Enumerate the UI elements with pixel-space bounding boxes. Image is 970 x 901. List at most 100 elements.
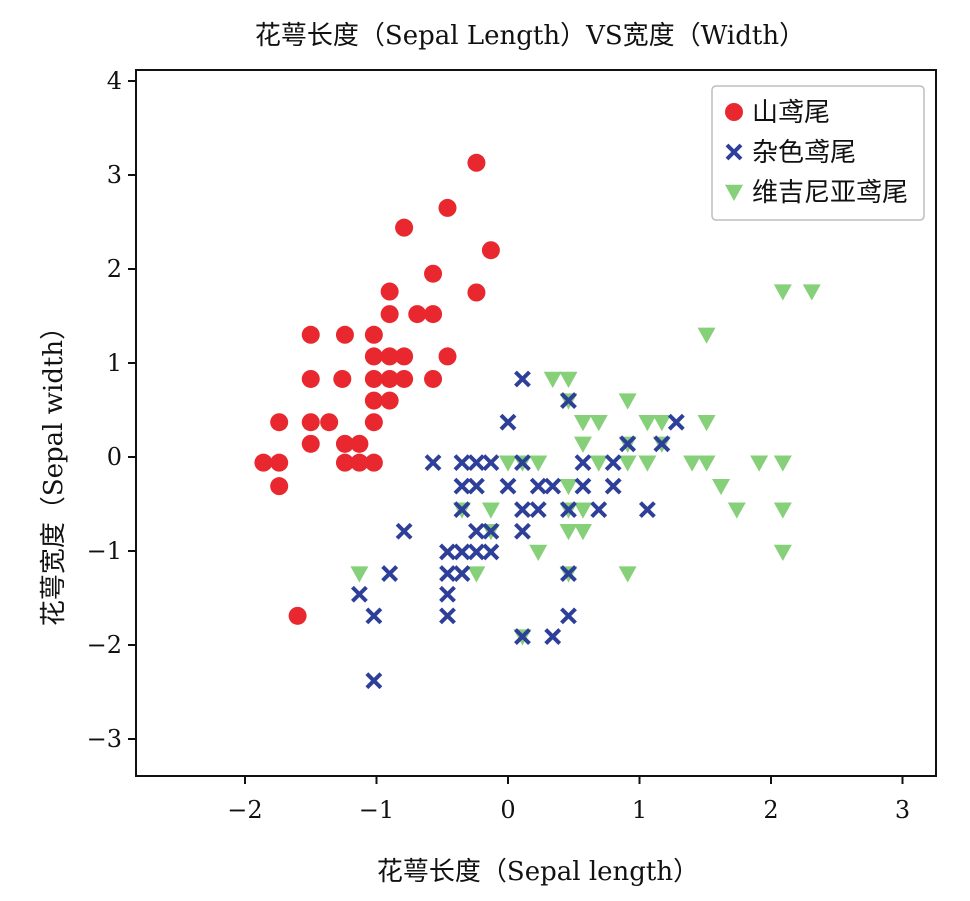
data-point — [335, 325, 354, 344]
data-point — [573, 415, 592, 432]
data-point — [364, 453, 383, 472]
data-point — [499, 413, 517, 431]
x-tick-label: 1 — [632, 796, 647, 824]
data-point — [467, 153, 486, 172]
data-point — [364, 413, 383, 432]
legend-marker — [725, 103, 743, 121]
plot-frame — [135, 69, 937, 777]
data-point — [439, 607, 456, 625]
y-tick-label: 1 — [107, 349, 122, 377]
data-point — [408, 305, 427, 324]
data-point — [301, 434, 320, 453]
y-tick-label: −2 — [87, 631, 122, 659]
data-point — [439, 585, 456, 603]
data-point — [544, 628, 562, 645]
data-point — [395, 522, 413, 540]
data-point — [424, 305, 443, 324]
legend-label: 山鸢尾 — [752, 98, 830, 128]
data-point — [618, 455, 637, 472]
data-point — [618, 566, 637, 583]
data-point — [395, 218, 414, 237]
legend-marker — [725, 184, 743, 201]
data-point — [573, 502, 592, 519]
data-point — [514, 454, 531, 472]
data-point — [697, 455, 716, 472]
legend-label: 杂色鸢尾 — [752, 138, 856, 168]
legend-label: 维吉尼亚鸢尾 — [752, 178, 908, 208]
data-point — [514, 501, 531, 519]
data-point — [335, 434, 354, 453]
data-point — [619, 435, 637, 453]
data-point — [453, 543, 471, 561]
data-point — [301, 369, 320, 388]
data-point — [333, 369, 352, 388]
data-point — [544, 477, 562, 495]
data-point — [529, 501, 547, 519]
y-tick-label: 0 — [107, 443, 122, 471]
data-point — [652, 415, 671, 432]
data-point — [288, 606, 307, 625]
x-axis-label: 花萼长度（Sepal length） — [377, 857, 699, 887]
data-point — [439, 543, 456, 561]
data-point — [589, 415, 608, 432]
data-point — [439, 565, 456, 582]
data-point — [335, 453, 354, 472]
data-point — [750, 455, 769, 472]
data-point — [254, 453, 273, 472]
legend-marker — [725, 143, 743, 161]
data-point — [559, 371, 578, 388]
data-point — [560, 565, 577, 582]
y-axis-ticks: −3 −2 −1 0 1 2 3 4 — [87, 67, 136, 753]
data-point — [574, 454, 592, 472]
data-point — [604, 477, 622, 495]
data-point — [514, 628, 531, 645]
data-point — [424, 454, 442, 472]
data-point — [453, 454, 471, 472]
y-tick-label: 2 — [107, 255, 122, 283]
data-point — [773, 284, 792, 301]
chart-title: 花萼长度（Sepal Length）VS宽度（Width） — [255, 21, 805, 51]
data-point — [514, 522, 531, 540]
data-point — [270, 453, 289, 472]
data-points — [254, 153, 821, 690]
data-point — [499, 477, 517, 495]
data-point — [573, 524, 592, 541]
x-tick-label: 3 — [895, 796, 910, 824]
data-point — [560, 607, 577, 625]
data-point — [468, 477, 485, 495]
data-point — [424, 369, 443, 388]
data-point — [482, 454, 500, 472]
data-point — [481, 502, 500, 519]
y-tick-label: 4 — [107, 67, 122, 95]
data-point — [697, 327, 716, 344]
data-point — [529, 455, 548, 472]
data-point — [453, 565, 471, 582]
data-point — [482, 543, 500, 561]
data-point — [667, 413, 685, 431]
data-point — [380, 347, 399, 366]
y-tick-label: −3 — [87, 725, 122, 753]
data-point — [773, 544, 792, 561]
data-point — [638, 501, 656, 519]
series-2 — [350, 370, 685, 690]
data-point — [350, 566, 369, 583]
data-point — [773, 455, 792, 472]
x-tick-label: 0 — [500, 796, 515, 824]
data-point — [604, 454, 622, 472]
x-axis-ticks: −2 −1 0 1 2 3 — [227, 776, 910, 824]
data-point — [350, 585, 368, 603]
data-point — [727, 502, 746, 519]
legend-box — [711, 85, 925, 221]
data-point — [365, 607, 383, 625]
data-point — [802, 284, 821, 301]
data-point — [514, 370, 531, 388]
data-point — [638, 455, 657, 472]
data-point — [301, 325, 320, 344]
data-point — [380, 369, 399, 388]
data-point — [364, 391, 383, 410]
data-point — [380, 391, 399, 410]
data-point — [468, 543, 485, 561]
x-tick-label: 2 — [763, 796, 778, 824]
data-point — [380, 282, 399, 301]
